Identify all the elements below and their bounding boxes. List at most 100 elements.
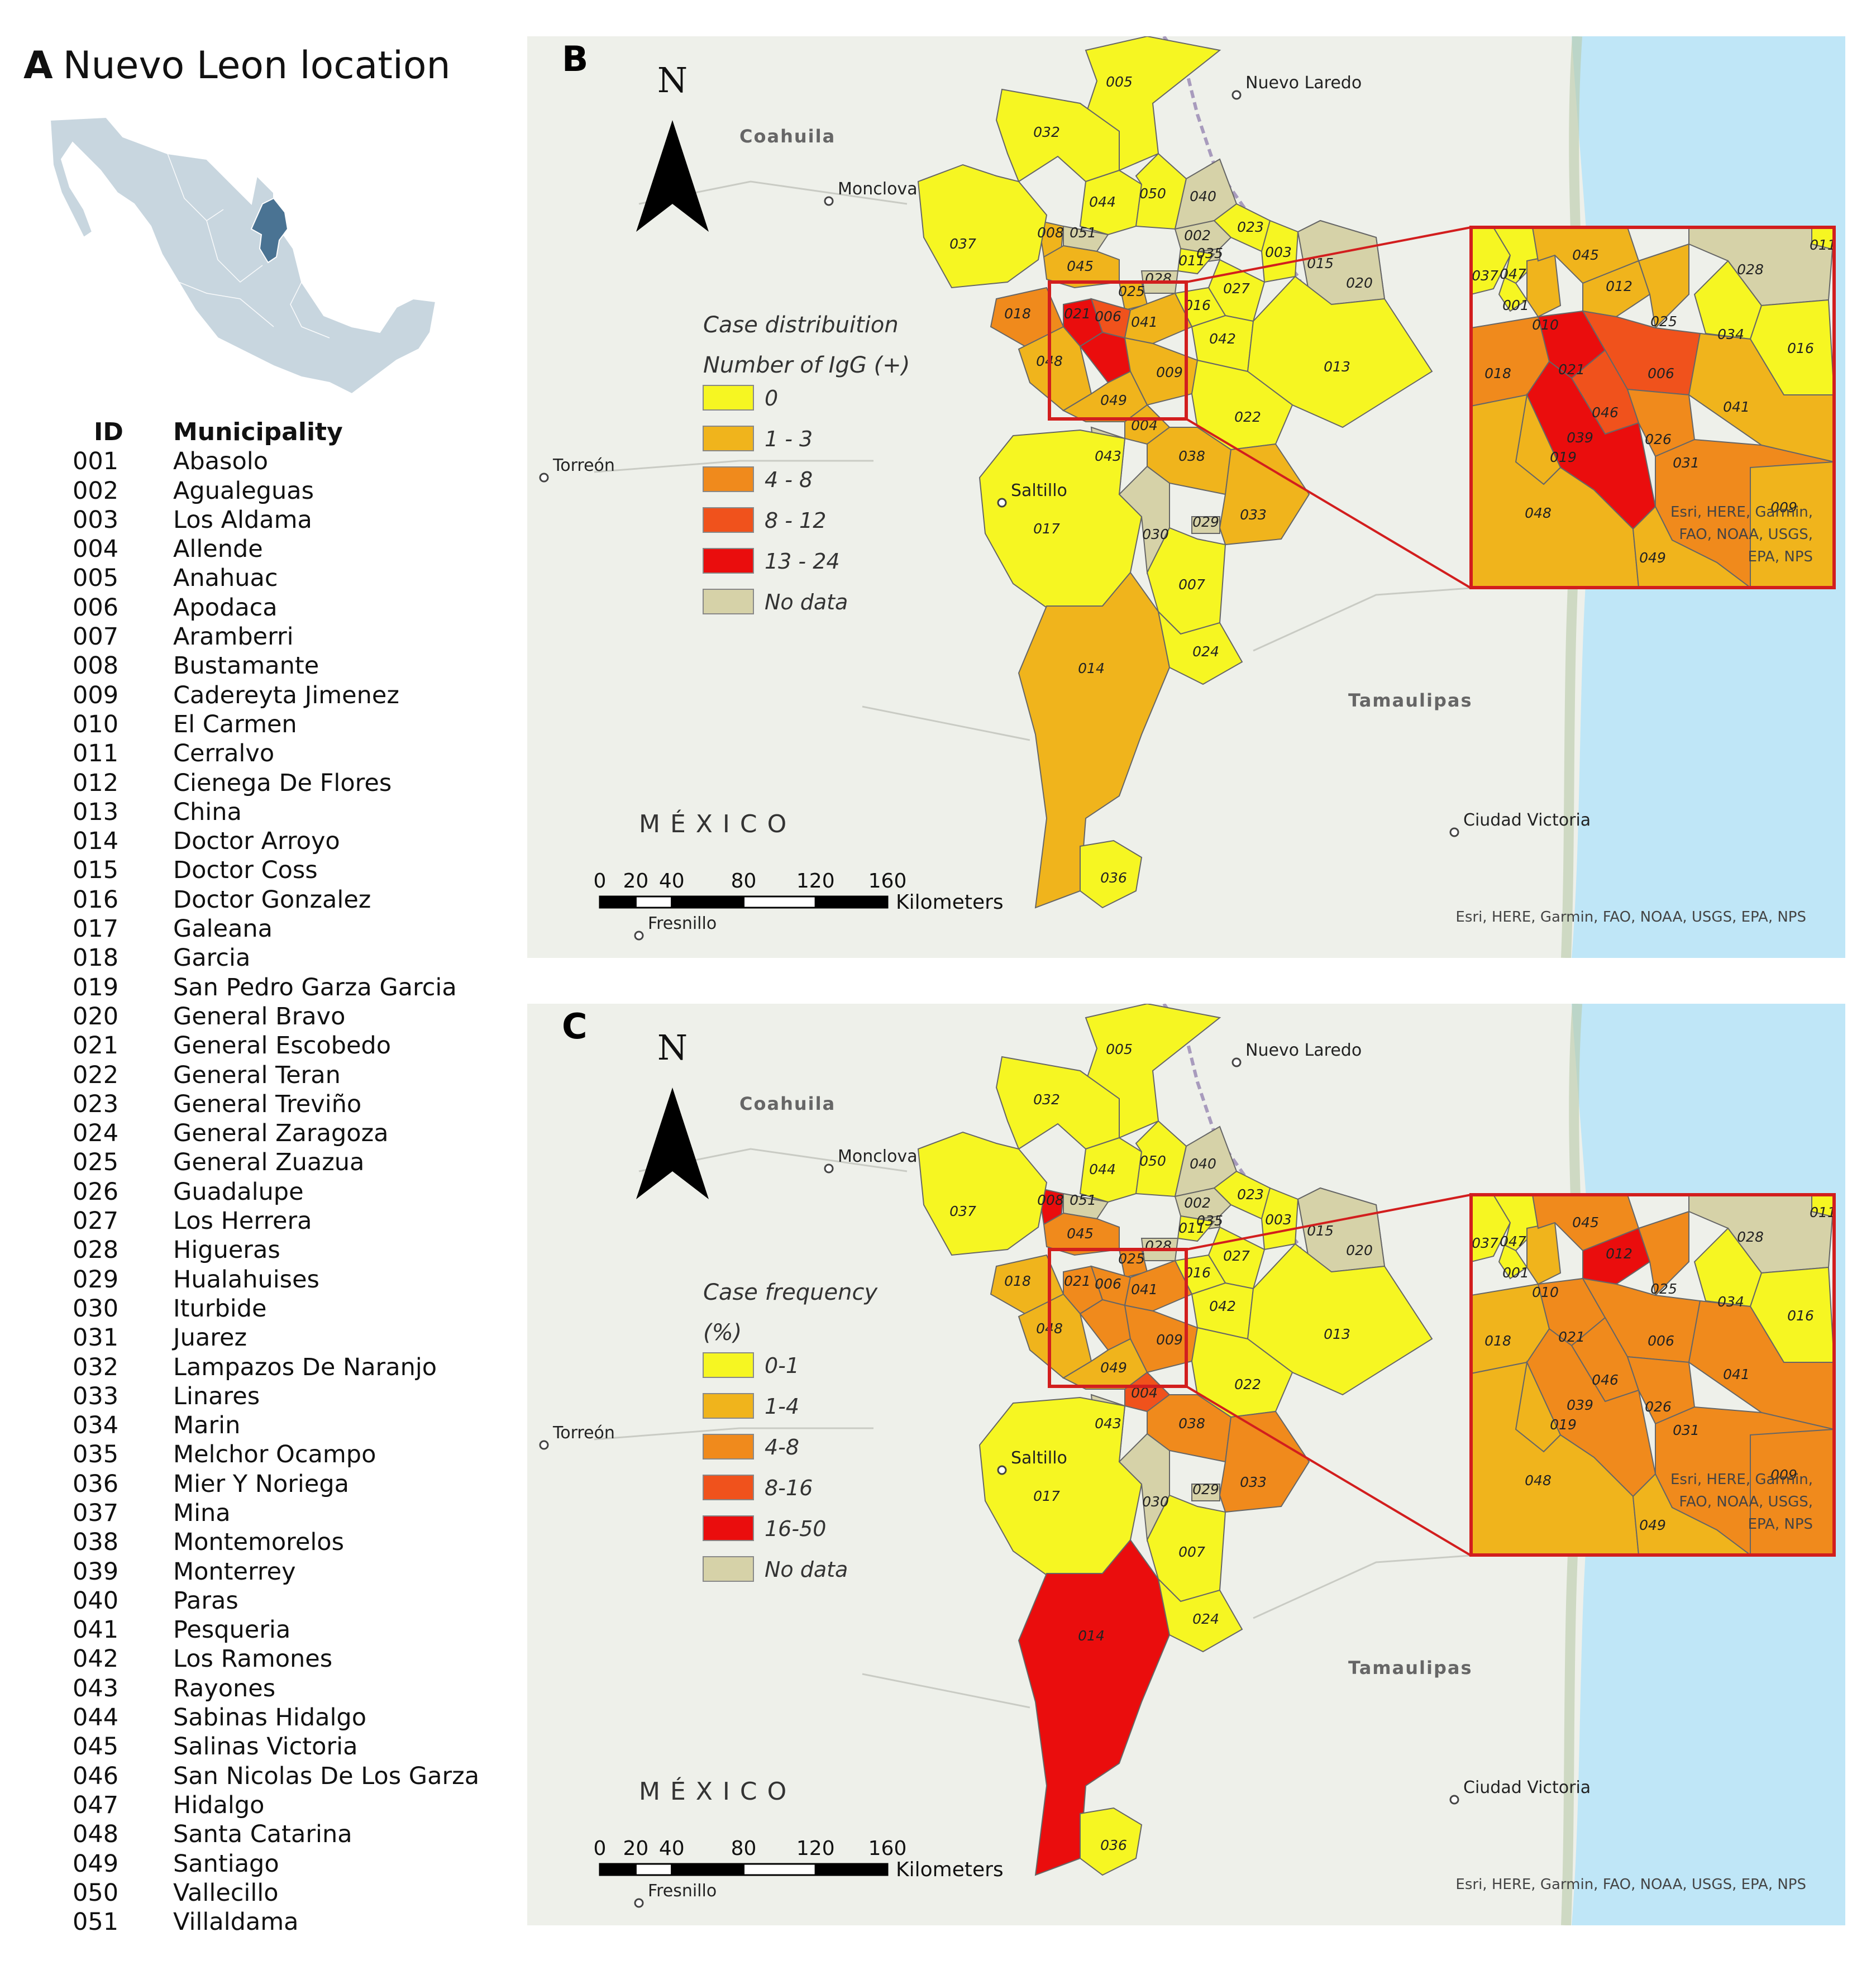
municipality-name: San Pedro Garza Garcia [173, 973, 457, 1001]
inset-label-047: 047 [1500, 266, 1526, 282]
municipality-name: Doctor Arroyo [173, 827, 340, 856]
legend: Case distribuition Number of IgG (+) 0 1 - … [703, 312, 910, 614]
municipality-id: 029 [73, 1265, 119, 1294]
scale-tick: 20 [623, 870, 648, 893]
inset-label-034: 034 [1717, 1294, 1744, 1310]
municipality-id: 047 [73, 1791, 119, 1819]
municipality-label-033: 033 [1240, 507, 1267, 523]
table-row: 030 Iturbide [73, 1294, 479, 1323]
municipality-label-018: 018 [1004, 1273, 1031, 1289]
legend-swatch [703, 1434, 754, 1460]
municipality-name: Aramberri [173, 623, 294, 651]
table-row: 010 El Carmen [73, 710, 479, 739]
inset-label-046: 046 [1592, 404, 1619, 421]
municipality-name: Montemorelos [173, 1528, 345, 1557]
municipality-label-035: 035 [1196, 1213, 1223, 1229]
municipality-id: 031 [73, 1324, 119, 1352]
municipality-036 [1080, 1807, 1143, 1876]
inset-label-001: 001 [1502, 1265, 1529, 1281]
table-row: 026 Guadalupe [73, 1177, 479, 1206]
municipality-label-043: 043 [1095, 1415, 1121, 1432]
municipality-014 [1018, 571, 1171, 909]
municipality-label-017: 017 [1033, 521, 1060, 537]
table-row: 044 Sabinas Hidalgo [73, 1703, 479, 1732]
inset-municipality-025 [1638, 1210, 1689, 1297]
municipality-id: 027 [73, 1207, 119, 1236]
legend-swatch [703, 385, 754, 411]
table-row: 047 Hidalgo [73, 1791, 479, 1820]
municipality-id: 011 [73, 740, 119, 768]
municipality-name: Sabinas Hidalgo [173, 1704, 367, 1732]
scale-segment [743, 1863, 817, 1876]
inset-label-016: 016 [1787, 340, 1814, 356]
inset-label-019: 019 [1550, 1416, 1577, 1433]
municipality-name: General Zuazua [173, 1148, 365, 1177]
municipality-id: 022 [73, 1061, 119, 1089]
municipality-label-007: 007 [1178, 576, 1205, 593]
state-label: Tamaulipas [1348, 690, 1473, 711]
municipality-id: 030 [73, 1294, 119, 1323]
municipality-name: Bustamante [173, 652, 319, 680]
table-row: 038 Montemorelos [73, 1528, 479, 1557]
municipality-label-016: 016 [1184, 1265, 1211, 1281]
city-label: Monclova [838, 1147, 918, 1166]
city-label: Fresnillo [648, 1881, 717, 1901]
municipality-label-008: 008 [1037, 225, 1064, 241]
legend-label: No data [765, 1557, 848, 1582]
municipality-id: 008 [73, 652, 119, 680]
table-row: 051 Villaldama [73, 1907, 479, 1937]
municipality-032 [995, 1056, 1120, 1150]
inset-label-006: 006 [1648, 1333, 1674, 1349]
municipality-label-041: 041 [1131, 314, 1158, 330]
inset-municipality-009 [1750, 1428, 1835, 1556]
municipality-name: Higueras [173, 1236, 280, 1265]
municipality-id: 038 [73, 1528, 119, 1557]
scale-segment [634, 1863, 673, 1876]
municipality-name: Hualahuises [173, 1265, 319, 1294]
municipality-label-009: 009 [1156, 1332, 1183, 1348]
state-label: Coahuila [739, 1093, 836, 1114]
municipality-label-037: 037 [949, 236, 976, 252]
municipality-name: Pesqueria [173, 1616, 291, 1644]
municipality-id: 018 [73, 944, 119, 972]
municipality-id: 050 [73, 1878, 119, 1907]
municipality-label-035: 035 [1196, 245, 1223, 261]
inset-label-019: 019 [1550, 449, 1577, 465]
table-row: 042 Los Ramones [73, 1644, 479, 1673]
country-label: MÉXICO [639, 809, 796, 838]
legend-label: 13 - 24 [765, 549, 840, 574]
municipality-name: Anahuac [173, 564, 278, 593]
table-row: 025 General Zuazua [73, 1148, 479, 1177]
table-row: 019 San Pedro Garza Garcia [73, 973, 479, 1002]
inset-label-037: 037 [1472, 1235, 1498, 1251]
scale-tick: 40 [659, 1837, 685, 1860]
legend-swatch [703, 1515, 754, 1541]
inset-label-016: 016 [1787, 1308, 1814, 1324]
municipality-label-049: 049 [1100, 392, 1127, 408]
municipality-name: Mier Y Noriega [173, 1470, 349, 1498]
table-row: 018 Garcia [73, 943, 479, 972]
inset-label-049: 049 [1639, 1517, 1666, 1533]
north-label: N [657, 1027, 688, 1068]
scale-unit: Kilometers [896, 1858, 1004, 1881]
zoom-frame [1048, 1248, 1188, 1388]
municipality-label-023: 023 [1237, 219, 1264, 235]
municipality-name: China [173, 798, 242, 826]
municipality-id: 010 [73, 710, 119, 738]
municipality-id: 048 [73, 1820, 119, 1849]
municipality-label-011: 011 [1178, 252, 1205, 269]
municipality-id: 014 [73, 827, 119, 856]
table-row: 034 Marin [73, 1411, 479, 1440]
inset-frame [1469, 1193, 1836, 1557]
inset-municipality-001 [1498, 1244, 1528, 1280]
inset-credit: Esri, HERE, Garmin, [1670, 1471, 1813, 1488]
legend-label: 16-50 [765, 1516, 826, 1541]
municipality-id: 017 [73, 915, 119, 943]
inset-label-034: 034 [1717, 326, 1744, 342]
city-label: Monclova [838, 179, 918, 199]
